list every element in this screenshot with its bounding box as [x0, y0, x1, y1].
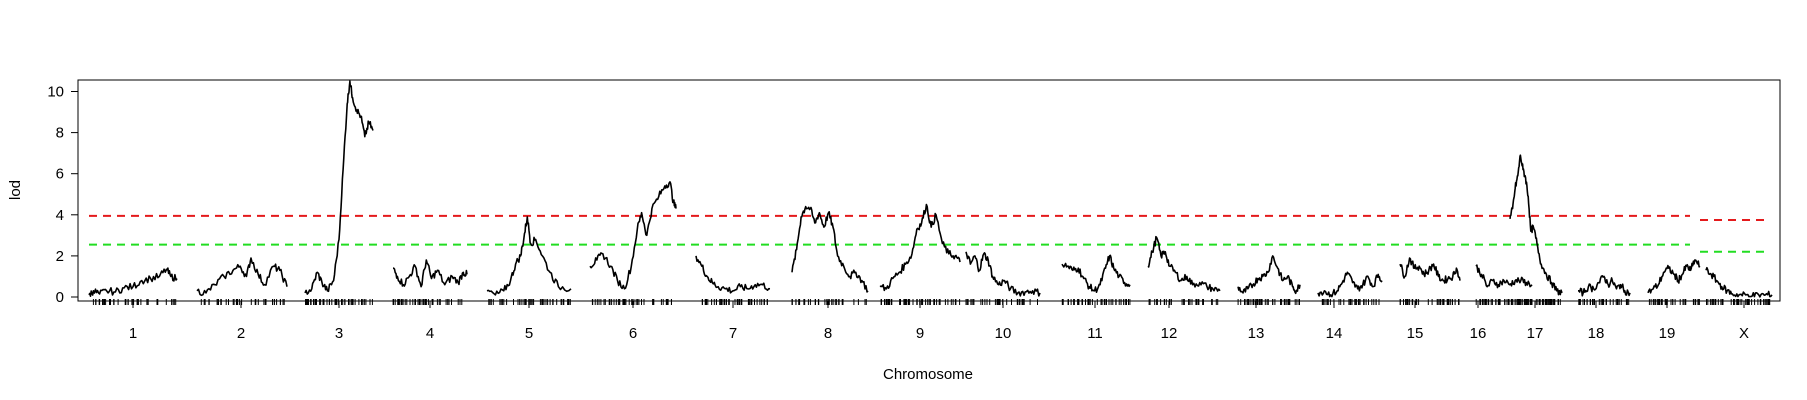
lod-curves: [88, 80, 1773, 298]
x-tick-label: 13: [1248, 325, 1265, 342]
lod-curve-chr-5: [486, 216, 572, 296]
x-tick-label: 7: [729, 325, 737, 342]
x-tick-label: 17: [1527, 325, 1544, 342]
lod-curve-chr-10: [965, 251, 1041, 297]
x-tick-label: 15: [1407, 325, 1424, 342]
y-tick-label: 6: [56, 166, 64, 183]
marker-rug: [92, 299, 1771, 305]
x-tick-label: 10: [995, 325, 1012, 342]
lod-curve-chr-14: [1317, 271, 1383, 298]
lod-curve-chr-4: [392, 259, 468, 288]
x-tick-label: 2: [237, 325, 245, 342]
x-tick-label: 14: [1326, 325, 1343, 342]
lod-curve-chr-9: [879, 203, 961, 292]
lod-curve-chr-18: [1578, 275, 1631, 297]
lod-curve-chr-11: [1061, 254, 1131, 293]
y-tick-label: 4: [56, 207, 64, 224]
x-tick-label: 11: [1087, 325, 1103, 342]
x-tick-label: 9: [916, 325, 924, 342]
x-tick-label: X: [1739, 325, 1749, 342]
x-axis-title: Chromosome: [883, 366, 973, 383]
y-axis: 0 2 4 6 8 10: [47, 84, 79, 306]
plot-frame: [77, 79, 1781, 302]
lod-curve-chr-19: [1647, 259, 1701, 294]
x-tick-label: 8: [824, 325, 832, 342]
lod-curve-chr-1: [88, 267, 178, 297]
lod-curve-chr-6: [589, 181, 677, 290]
lod-curve-chr-16: [1475, 264, 1533, 289]
lod-curve-chr-8: [791, 205, 869, 293]
lod-curve-chr-3: [304, 80, 374, 295]
lod-curve-chr-7: [695, 255, 771, 294]
x-tick-label: 3: [335, 325, 343, 342]
x-tick-label: 12: [1161, 325, 1178, 342]
y-tick-label: 8: [56, 125, 64, 142]
lod-curve-chr-X: [1705, 266, 1773, 298]
x-tick-label: 4: [426, 325, 434, 342]
y-axis-title: lod: [7, 180, 24, 200]
x-tick-label: 18: [1588, 325, 1605, 342]
x-tick-label: 19: [1659, 325, 1676, 342]
lod-curve-chr-13: [1237, 255, 1301, 295]
threshold-lines: [89, 214, 1770, 253]
y-tick-label: 0: [56, 289, 64, 306]
y-tick-label: 2: [56, 248, 64, 265]
x-tick-label: 5: [525, 325, 533, 342]
lod-curve-chr-15: [1399, 257, 1461, 284]
lod-curve-chr-17: [1509, 154, 1563, 296]
y-tick-label: 10: [47, 84, 64, 101]
x-tick-label: 6: [629, 325, 637, 342]
lod-curve-chr-2: [196, 257, 288, 297]
x-tick-label: 16: [1470, 325, 1487, 342]
x-axis: 1 2 3 4 5 6 7 8 9 10 11 12 13 14 15 16 17 18 19 X: [129, 301, 1749, 342]
lod-curve-chr-12: [1147, 235, 1221, 293]
x-tick-label: 1: [129, 325, 137, 342]
